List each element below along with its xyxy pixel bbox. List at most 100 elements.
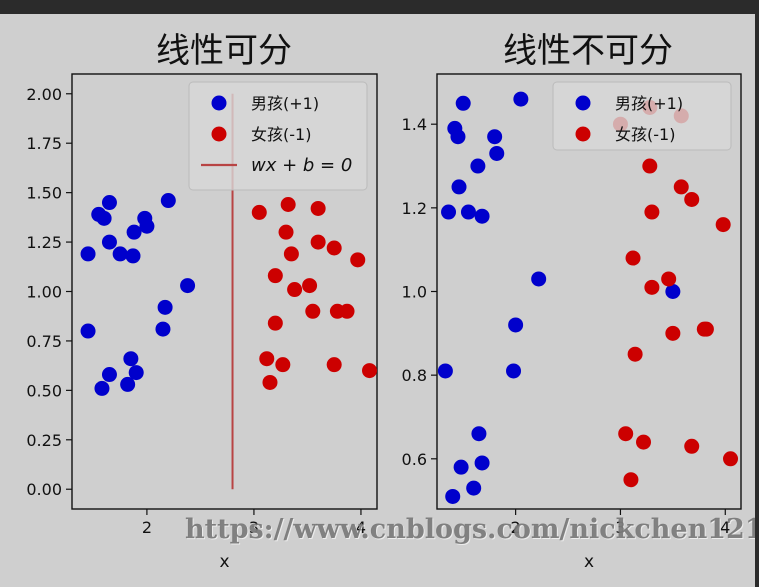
y-tick-label: 1.2: [402, 199, 427, 218]
data-point-boy: [471, 426, 487, 442]
data-point-boy: [155, 321, 171, 337]
data-point-girl: [302, 278, 318, 294]
data-point-girl: [326, 240, 342, 256]
data-point-boy: [451, 179, 467, 195]
data-point-boy: [665, 284, 681, 299]
data-point-girl: [623, 472, 639, 488]
x-axis-label: x: [219, 552, 229, 572]
data-point-boy: [101, 234, 117, 250]
data-point-boy: [126, 224, 142, 240]
data-point-girl: [618, 426, 634, 442]
data-point-boy: [128, 365, 144, 381]
data-point-boy: [125, 248, 141, 264]
window-top-bar: [0, 0, 759, 14]
data-point-boy: [508, 317, 524, 333]
data-point-boy: [455, 95, 471, 111]
data-point-boy: [101, 367, 117, 383]
chart-title: 线性不可分: [503, 31, 673, 71]
data-point-girl: [636, 434, 652, 450]
data-point-boy: [96, 210, 112, 226]
x-axis-label: x: [584, 552, 594, 572]
legend-label: 男孩(+1): [615, 94, 683, 113]
x-tick-label: 3: [615, 518, 625, 537]
legend-label: 女孩(-1): [615, 125, 675, 144]
window-right-edge: [755, 14, 759, 587]
chart-panel-2: 线性不可分 0.6 0.8 1.0 1.2 1.4 2 3 4 x 男孩(+1) 女孩(-1): [402, 31, 742, 572]
data-point-girl: [251, 204, 267, 220]
legend-marker: [575, 95, 591, 111]
y-tick-label: 0.6: [402, 450, 427, 469]
x-tick-label: 4: [356, 518, 366, 537]
data-point-girl: [673, 179, 689, 195]
y-tick-label: 1.4: [402, 115, 427, 134]
legend-box: [552, 81, 732, 151]
data-point-boy: [470, 158, 486, 174]
legend-label: 男孩(+1): [251, 94, 319, 113]
y-tick-label: 0.75: [26, 332, 62, 351]
data-point-girl: [287, 282, 303, 298]
data-point-girl: [715, 217, 731, 233]
data-point-girl: [305, 303, 321, 319]
data-point-girl: [723, 451, 739, 467]
chart-title: 线性可分: [156, 31, 292, 71]
data-point-girl: [625, 250, 641, 266]
data-point-boy: [180, 278, 196, 294]
x-tick-label: 2: [142, 518, 152, 537]
data-point-boy: [80, 246, 96, 262]
data-point-girl: [644, 204, 660, 220]
data-point-boy: [487, 129, 503, 145]
data-point-boy: [437, 363, 453, 379]
y-tick-label: 0.00: [26, 480, 62, 499]
legend-label: wx + b = 0: [251, 155, 352, 176]
data-point-boy: [474, 208, 490, 224]
data-point-girl: [684, 438, 700, 454]
legend-marker: [575, 126, 591, 142]
data-point-boy: [157, 299, 173, 315]
data-point-boy: [460, 204, 476, 220]
x-tick-label: 2: [511, 518, 521, 537]
legend-box: [188, 81, 368, 191]
data-point-boy: [474, 455, 490, 471]
data-point-girl: [661, 271, 677, 287]
data-point-girl: [262, 374, 278, 390]
chart-figure: 线性可分 0.00 0.25 0.50 0.75 1.00 1.25 1.50 1.75 2.00…: [26, 31, 742, 572]
legend-label: 女孩(-1): [251, 125, 311, 144]
data-point-girl: [627, 346, 643, 362]
data-point-girl: [280, 197, 296, 212]
x-tick-label: 4: [720, 518, 730, 537]
data-point-boy: [513, 91, 529, 107]
data-point-girl: [642, 158, 658, 174]
data-point-girl: [350, 252, 366, 268]
data-point-boy: [506, 363, 522, 379]
y-tick-label: 0.8: [402, 366, 427, 385]
chart-panel-1: 线性可分 0.00 0.25 0.50 0.75 1.00 1.25 1.50 1.75 2.00…: [26, 31, 378, 572]
data-point-boy: [441, 204, 457, 220]
data-point-girl: [339, 303, 355, 319]
data-point-girl: [310, 200, 326, 216]
data-point-boy: [139, 218, 155, 234]
data-point-girl: [665, 325, 681, 341]
data-point-girl: [275, 357, 291, 373]
y-tick-label: 0.25: [26, 431, 62, 450]
data-point-boy: [80, 323, 96, 339]
data-point-girl: [362, 363, 378, 379]
y-tick-label: 1.00: [26, 283, 62, 302]
legend-marker: [211, 126, 227, 142]
data-point-boy: [489, 145, 505, 161]
y-tick-label: 1.75: [26, 134, 62, 153]
x-tick-label: 3: [249, 518, 259, 537]
data-point-girl: [267, 315, 283, 331]
y-tick-label: 0.50: [26, 381, 62, 400]
data-point-girl: [283, 246, 299, 262]
y-tick-label: 1.50: [26, 184, 62, 203]
data-point-girl: [684, 191, 700, 207]
data-point-girl: [259, 351, 275, 367]
data-point-girl: [267, 268, 283, 284]
data-point-girl: [326, 357, 342, 373]
data-point-girl: [644, 279, 660, 295]
data-point-boy: [112, 246, 128, 262]
data-point-boy: [450, 129, 466, 145]
data-point-boy: [101, 195, 117, 211]
data-point-boy: [453, 459, 469, 475]
data-point-boy: [466, 480, 482, 496]
